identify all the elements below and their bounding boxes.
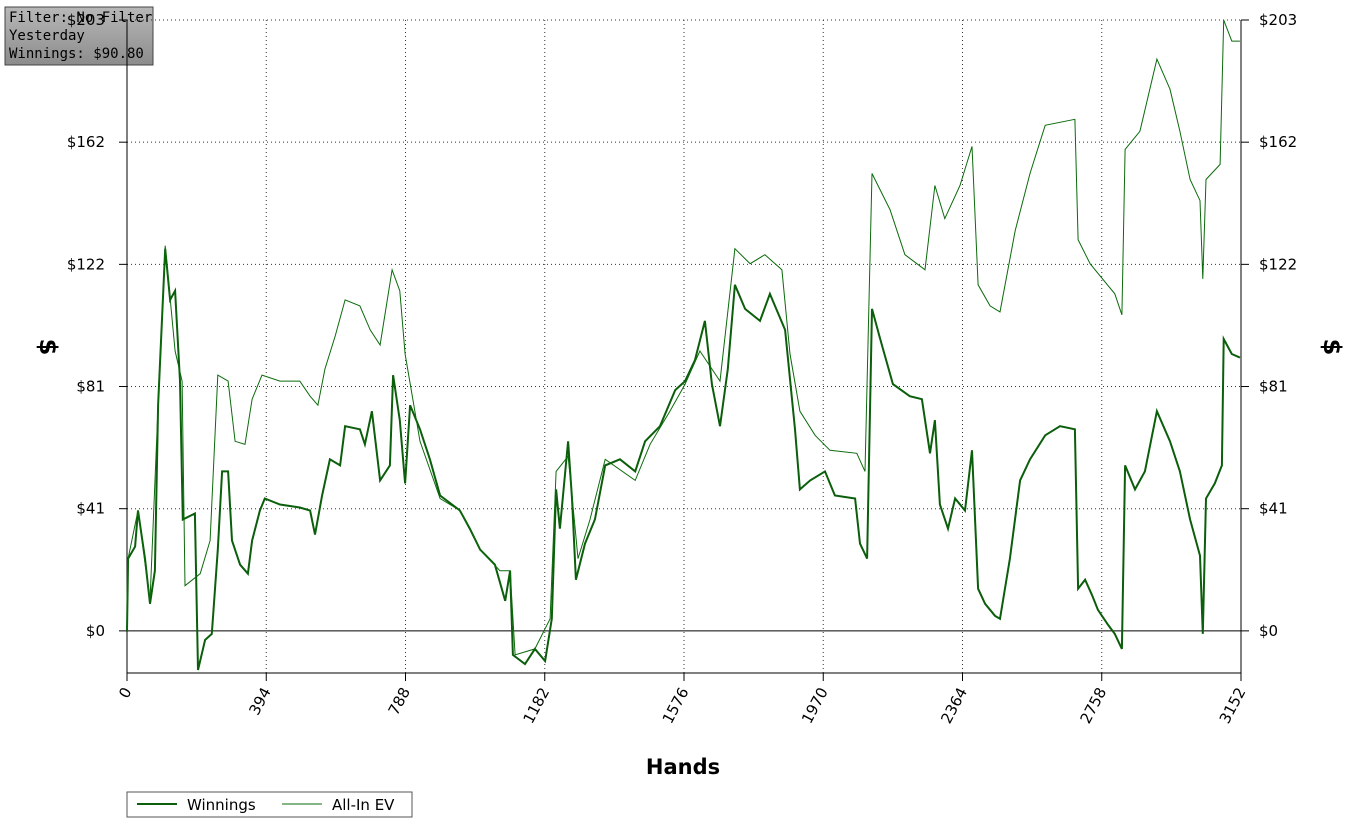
- info-line: Filter: No Filter: [9, 10, 152, 26]
- legend-label: All-In EV: [332, 796, 395, 814]
- y2-tick-label: $162: [1259, 133, 1297, 151]
- y2-tick-label: $203: [1259, 11, 1297, 29]
- y-tick-label: $162: [67, 133, 105, 151]
- y-tick-label: $41: [76, 500, 105, 518]
- info-line: Yesterday: [9, 28, 85, 44]
- info-line: Winnings: $90.80: [9, 46, 144, 62]
- x-axis-title: Hands: [646, 755, 720, 779]
- series-line: [126, 19, 1240, 656]
- y-tick-label: $203: [67, 11, 105, 29]
- series-line: [126, 248, 1241, 671]
- y2-tick-label: $122: [1259, 255, 1297, 273]
- info-box: Filter: No Filter Yesterday Winnings: $9…: [4, 6, 154, 66]
- y-axis-title: $: [34, 339, 62, 356]
- y-tick-label: $81: [76, 378, 105, 396]
- y2-tick-label: $41: [1259, 500, 1288, 518]
- y-tick-label: $122: [67, 255, 105, 273]
- y2-tick-label: $81: [1259, 378, 1288, 396]
- info-box-frame: [4, 6, 154, 66]
- y-tick-label: $0: [86, 622, 105, 640]
- y2-tick-label: $0: [1259, 622, 1278, 640]
- y2-axis-title: $: [1318, 339, 1346, 356]
- legend-label: Winnings: [187, 796, 256, 814]
